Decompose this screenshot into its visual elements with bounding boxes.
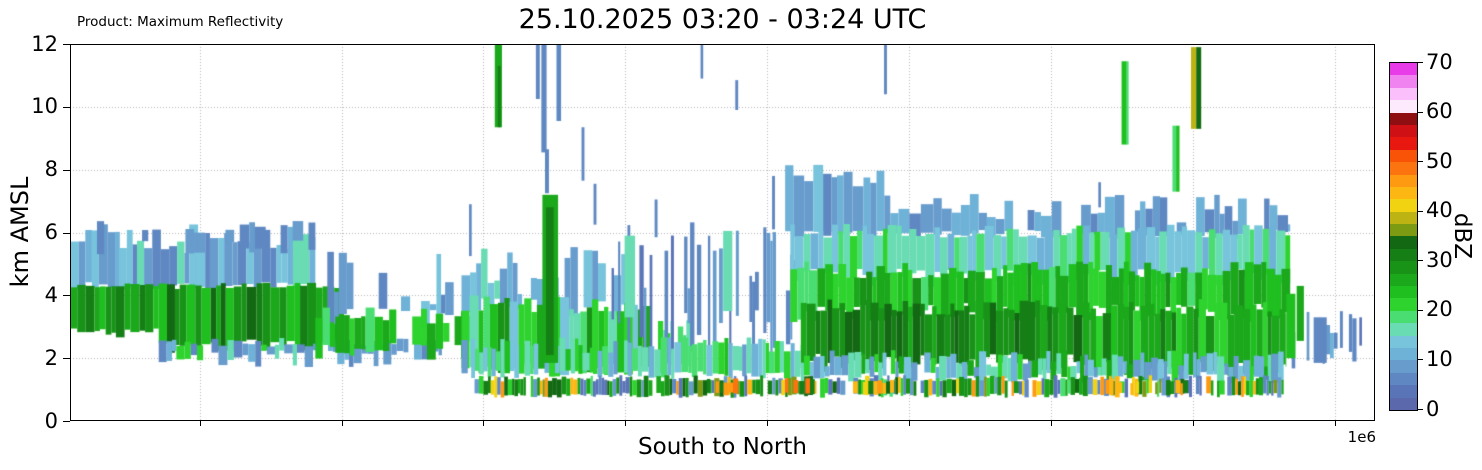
- colorbar-cell: [1390, 112, 1417, 125]
- colorbar-cell: [1390, 286, 1417, 299]
- colorbar-cell: [1390, 261, 1417, 274]
- colorbar-tick-label: 40: [1426, 198, 1453, 223]
- colorbar-tick-label: 30: [1426, 247, 1453, 272]
- reflectivity-cross-section-canvas: [70, 44, 1375, 421]
- y-tick-mark: [63, 358, 70, 360]
- x-tick-mark: [1335, 421, 1337, 426]
- colorbar-cell: [1390, 174, 1417, 187]
- colorbar-cell: [1390, 347, 1417, 361]
- colorbar-tick-mark: [1417, 62, 1423, 63]
- page-title: 25.10.2025 03:20 - 03:24 UTC: [518, 4, 927, 35]
- colorbar-tick-mark: [1417, 260, 1423, 262]
- y-tick-mark: [63, 232, 70, 234]
- x-tick-mark: [625, 421, 627, 426]
- colorbar-cell: [1390, 149, 1417, 163]
- colorbar-tick-label: 20: [1426, 297, 1453, 322]
- y-tick-label: 10: [31, 94, 58, 119]
- colorbar-cell: [1390, 323, 1417, 336]
- colorbar-tick-mark: [1417, 161, 1423, 163]
- x-axis-offset-label: 1e6: [1347, 428, 1376, 446]
- y-tick-mark: [63, 169, 70, 171]
- colorbar-tick-label: 70: [1426, 49, 1453, 74]
- colorbar-cell: [1390, 385, 1417, 398]
- y-tick-label: 0: [44, 408, 58, 433]
- colorbar-cell: [1390, 298, 1417, 311]
- colorbar-cell: [1390, 100, 1417, 113]
- colorbar-cell: [1390, 372, 1417, 386]
- x-tick-mark: [908, 421, 910, 426]
- colorbar-cell: [1390, 137, 1417, 150]
- colorbar-cell: [1390, 124, 1417, 138]
- colorbar-tick-label: 10: [1426, 346, 1453, 371]
- y-tick-label: 6: [44, 220, 58, 244]
- colorbar-cell: [1390, 335, 1417, 348]
- x-tick-mark: [1193, 421, 1195, 426]
- colorbar-cell: [1390, 224, 1417, 237]
- colorbar-tick-mark: [1417, 409, 1423, 410]
- colorbar-cell: [1390, 75, 1417, 88]
- colorbar-tick-label: 0: [1426, 396, 1440, 421]
- x-tick-mark: [199, 421, 201, 426]
- y-tick-mark: [63, 295, 70, 297]
- colorbar-cell: [1390, 397, 1417, 410]
- colorbar-tick-mark: [1417, 210, 1423, 212]
- colorbar-cell: [1390, 310, 1417, 324]
- colorbar-tick-mark: [1417, 359, 1423, 361]
- colorbar-cell: [1390, 186, 1417, 200]
- y-tick-label: 2: [44, 345, 58, 370]
- x-tick-mark: [1051, 421, 1053, 426]
- colorbar-cell: [1390, 162, 1417, 175]
- y-tick-label: 8: [44, 157, 58, 182]
- y-tick-label: 12: [31, 31, 58, 56]
- colorbar-cell: [1390, 273, 1417, 287]
- colorbar-tick-label: 50: [1426, 148, 1453, 173]
- colorbar-label: dBZ: [1449, 212, 1475, 260]
- colorbar-cell: [1390, 360, 1417, 373]
- colorbar-tick-mark: [1417, 309, 1423, 311]
- y-tick-mark: [63, 421, 70, 422]
- product-subtitle: Product: Maximum Reflectivity: [77, 14, 284, 30]
- colorbar-cell: [1390, 87, 1417, 101]
- colorbar-cell: [1390, 199, 1417, 212]
- colorbar-tick-label: 60: [1426, 99, 1453, 124]
- colorbar-cell: [1390, 63, 1417, 76]
- x-axis-label: South to North: [638, 434, 807, 460]
- x-tick-mark: [483, 421, 485, 426]
- x-tick-mark: [341, 421, 343, 426]
- colorbar-cell: [1390, 248, 1417, 262]
- y-tick-mark: [63, 106, 70, 108]
- colorbar-cell: [1390, 236, 1417, 249]
- colorbar-tick-mark: [1417, 111, 1423, 113]
- y-tick-mark: [63, 44, 70, 45]
- y-tick-label: 4: [44, 282, 58, 307]
- x-tick-mark: [767, 421, 768, 426]
- dbz-colorbar: [1389, 62, 1418, 411]
- colorbar-cell: [1390, 211, 1417, 225]
